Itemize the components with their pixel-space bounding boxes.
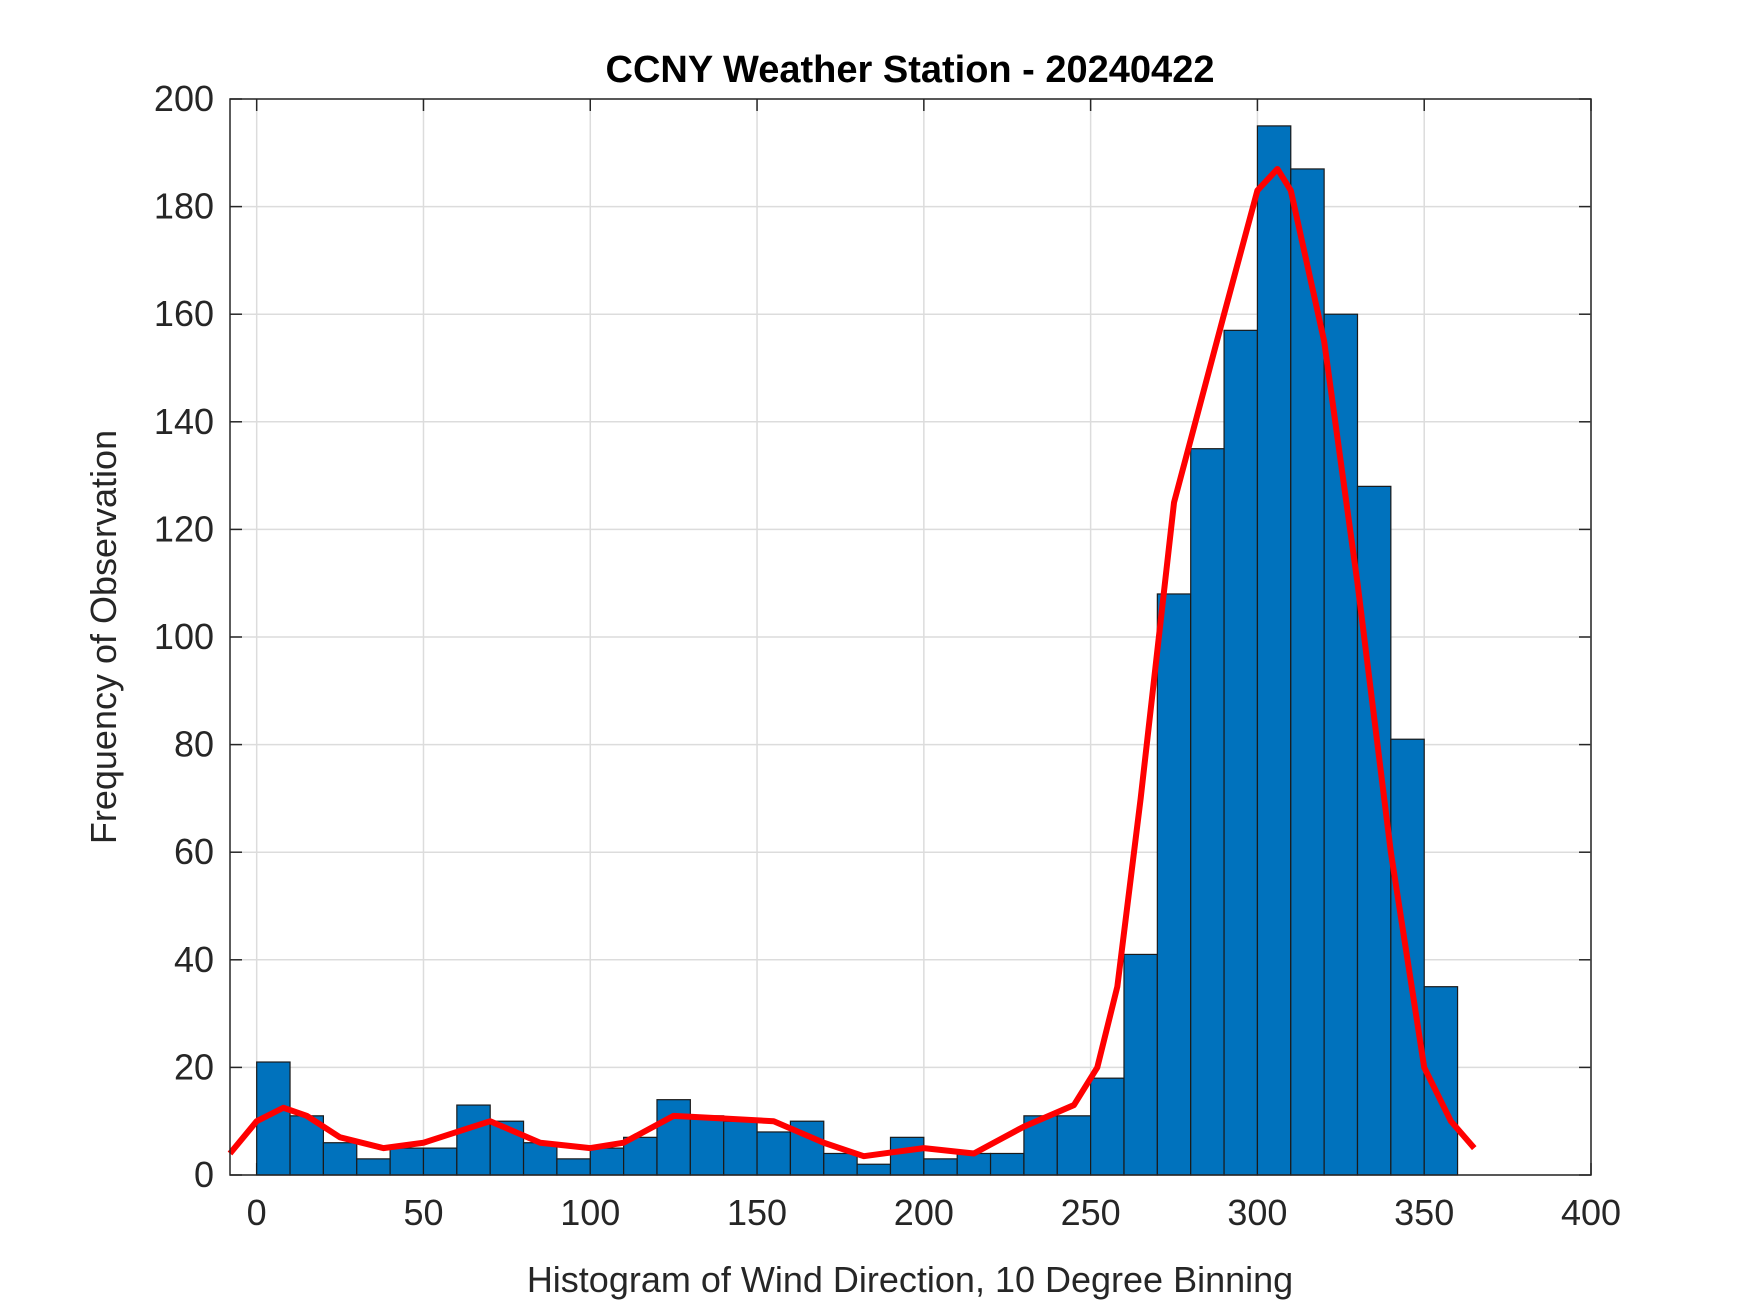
bar: [1256, 125, 1292, 1176]
x-axis-label: Histogram of Wind Direction, 10 Degree B…: [527, 1259, 1293, 1300]
y-tick-label: 80: [174, 724, 214, 765]
bar: [556, 1158, 591, 1176]
y-tick-label: 0: [194, 1154, 214, 1195]
bar: [1123, 953, 1158, 1176]
x-tick-label: 350: [1394, 1192, 1454, 1233]
y-tick-label: 140: [154, 401, 214, 442]
bar: [823, 1152, 858, 1176]
bar: [1056, 1115, 1092, 1176]
bar: [923, 1158, 958, 1176]
bar: [1090, 1077, 1125, 1176]
bar: [656, 1099, 691, 1176]
x-tick-label: 0: [247, 1192, 267, 1233]
bar: [1223, 329, 1259, 1176]
x-tick-label: 250: [1061, 1192, 1121, 1233]
axes-box: [229, 98, 1592, 1176]
bar: [322, 1142, 358, 1176]
bar: [356, 1158, 391, 1176]
bar: [689, 1115, 725, 1176]
bar: [723, 1120, 758, 1176]
bar: [422, 1147, 458, 1176]
bar: [1156, 593, 1192, 1176]
x-tick-label: 400: [1561, 1192, 1621, 1233]
y-tick-label: 160: [154, 293, 214, 334]
y-tick-label: 20: [174, 1046, 214, 1087]
x-tick-label: 200: [894, 1192, 954, 1233]
bar: [756, 1131, 792, 1176]
y-tick-label: 200: [154, 78, 214, 119]
x-tick-label: 300: [1227, 1192, 1287, 1233]
y-axis-label: Frequency of Observation: [83, 430, 124, 844]
bar: [856, 1163, 892, 1176]
bar: [956, 1152, 992, 1176]
bar: [1290, 168, 1325, 1176]
y-tick-label: 180: [154, 186, 214, 227]
bar: [456, 1104, 491, 1176]
y-tick-label: 40: [174, 939, 214, 980]
bar: [1190, 448, 1225, 1176]
x-tick-label: 50: [403, 1192, 443, 1233]
bar: [522, 1142, 558, 1176]
bar: [589, 1147, 625, 1176]
x-tick-label: 100: [560, 1192, 620, 1233]
bar: [889, 1136, 925, 1176]
bar: [989, 1152, 1025, 1176]
y-tick-label: 60: [174, 831, 214, 872]
y-tick-label: 120: [154, 508, 214, 549]
fit-line: [227, 165, 1477, 1160]
y-tick-label: 100: [154, 616, 214, 657]
chart-title: CCNY Weather Station - 20240422: [606, 49, 1215, 91]
bar: [389, 1147, 425, 1176]
x-tick-label: 150: [727, 1192, 787, 1233]
